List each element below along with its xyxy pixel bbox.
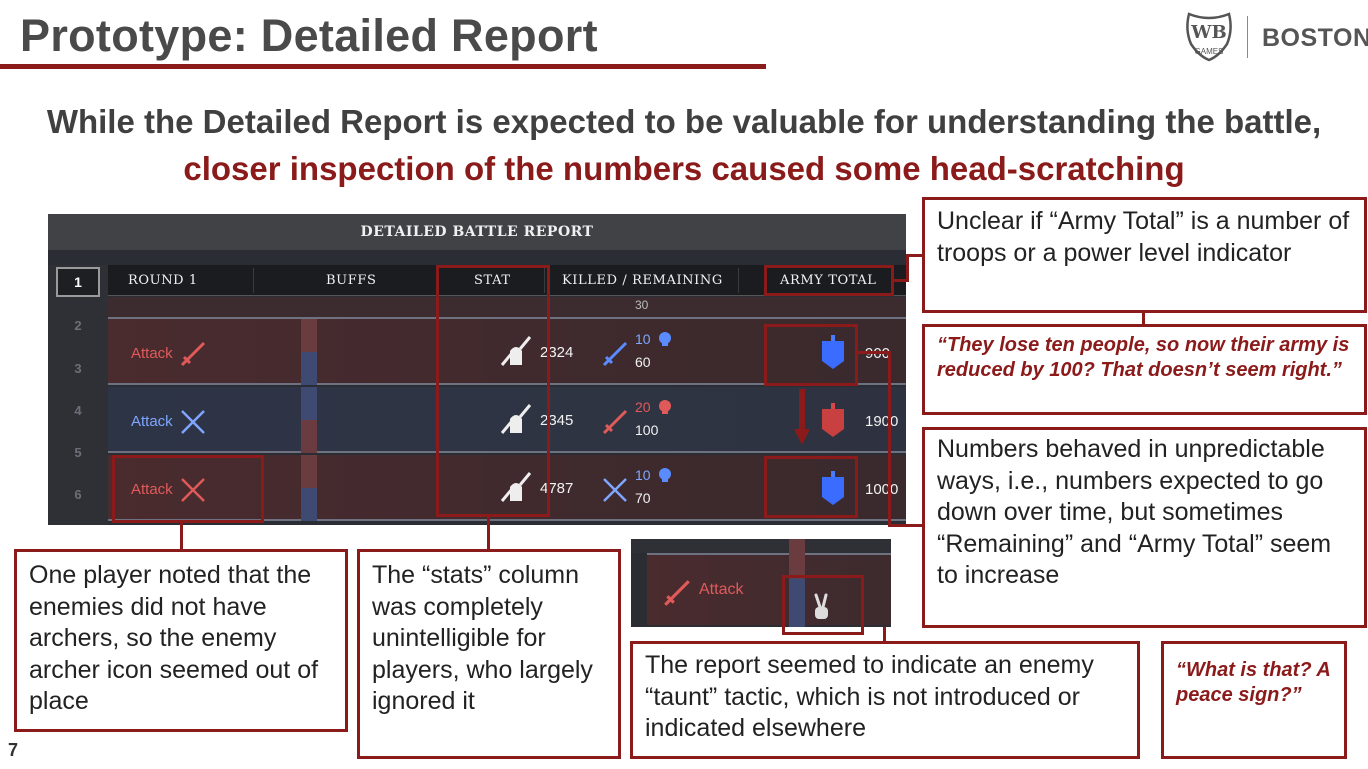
headline-highlight: closer inspection of the numbers caused … [183,150,1185,187]
round-number[interactable]: 4 [74,403,82,418]
round-tab-active[interactable]: 1 [56,267,100,297]
brand-logo: WB GAMES BOSTON [1183,10,1368,62]
sword-icon [664,580,690,606]
logo-divider [1247,16,1248,58]
mini-row-top [631,539,891,553]
column-divider [253,268,254,293]
archer-note: One player noted that the enemies did no… [14,549,348,732]
buff-indicator [301,455,317,521]
attack-label: Attack [131,481,173,498]
remaining-value: 60 [635,354,651,370]
connector-line [180,522,183,550]
stat-column-highlight [436,265,550,517]
report-row: Attack 4787 10 70 1000 [108,455,906,521]
crossed-arrows-icon [181,478,205,502]
report-header: DETAILED BATTLE REPORT [48,214,906,250]
page-number: 7 [8,740,19,760]
connector-line [858,351,890,354]
column-round: Round 1 [128,273,198,288]
partial-row: 30 [108,297,906,319]
sword-icon [602,341,628,367]
connector-line [1142,312,1145,326]
column-buffs: Buffs [326,273,377,288]
buff-indicator [301,387,317,453]
slide-title: Prototype: Detailed Report [20,10,598,61]
crossed-arrows-icon [603,478,627,502]
round-number[interactable]: 3 [74,361,82,376]
skull-icon [659,400,671,414]
attack-label: Attack [131,413,173,430]
down-arrow-icon [794,389,810,445]
column-stat: Stat [474,273,511,288]
column-divider [544,268,545,293]
peace-hand-icon [814,593,828,619]
mini-report-row [647,553,891,625]
stats-note: The “stats” column was completely uninte… [357,549,621,759]
report-column-headers: Round 1 Buffs Stat Killed / Remaining Ar… [108,265,906,296]
sword-icon [602,409,628,435]
column-killed-remaining: Killed / Remaining [562,273,723,288]
brand-name: BOSTON [1262,24,1368,52]
army-total-value: 1900 [865,413,899,430]
unit-stat-icon [500,404,532,434]
army-banner-icon [822,403,844,437]
skull-icon [659,468,671,482]
column-army-total: Army Total [780,273,877,288]
sword-icon [180,341,206,367]
connector-line [906,254,909,282]
title-underline [0,64,766,69]
attack-label: Attack [699,581,744,598]
taunt-quote: “What is that? A peace sign?” [1161,641,1347,759]
unit-stat-icon [500,336,532,366]
remaining-value: 100 [635,422,659,438]
round-column: 2 3 4 5 6 [48,265,108,525]
remaining-value: 70 [635,490,651,506]
army-total-1000-highlight [764,456,858,518]
round-number[interactable]: 5 [74,445,82,460]
headline: While the Detailed Report is expected to… [0,98,1368,192]
report-row: Attack 2324 10 60 900 [108,319,906,385]
army-total-900-highlight [764,324,858,386]
killed-value: 10 [635,467,651,483]
wb-shield-icon: WB GAMES [1186,12,1232,62]
taunt-note: The report seemed to indicate an enemy “… [630,641,1140,759]
archer-icon-highlight [112,455,264,523]
connector-line [487,516,490,550]
army-total-header-highlight [764,265,894,296]
column-divider [738,268,739,293]
buff-indicator [789,539,805,627]
connector-line [888,524,924,527]
connector-line [906,254,925,257]
taunt-screenshot: Attack [631,539,891,627]
army-quote: “They lose ten people, so now their army… [922,324,1367,415]
skull-icon [659,332,671,346]
headline-text: While the Detailed Report is expected to… [46,103,1322,140]
attack-label: Attack [131,345,173,362]
army-banner-icon [822,335,844,369]
numbers-note: Numbers behaved in unpredictable ways, i… [922,427,1367,628]
svg-text:WB: WB [1190,22,1226,43]
killed-value: 10 [635,331,651,347]
army-banner-icon [822,471,844,505]
taunt-icon-highlight [782,575,864,635]
killed-value: 20 [635,399,651,415]
crossed-arrows-icon [181,410,205,434]
army-total-value: 1000 [865,481,899,498]
round-number[interactable]: 2 [74,318,82,333]
round-number[interactable]: 6 [74,487,82,502]
connector-line [888,351,891,527]
partial-row-value: 30 [635,298,649,312]
connector-line [893,279,908,282]
unit-stat-icon [500,472,532,502]
buff-indicator [301,319,317,385]
army-total-note: Unclear if “Army Total” is a number of t… [922,197,1367,313]
svg-text:GAMES: GAMES [1195,47,1224,56]
